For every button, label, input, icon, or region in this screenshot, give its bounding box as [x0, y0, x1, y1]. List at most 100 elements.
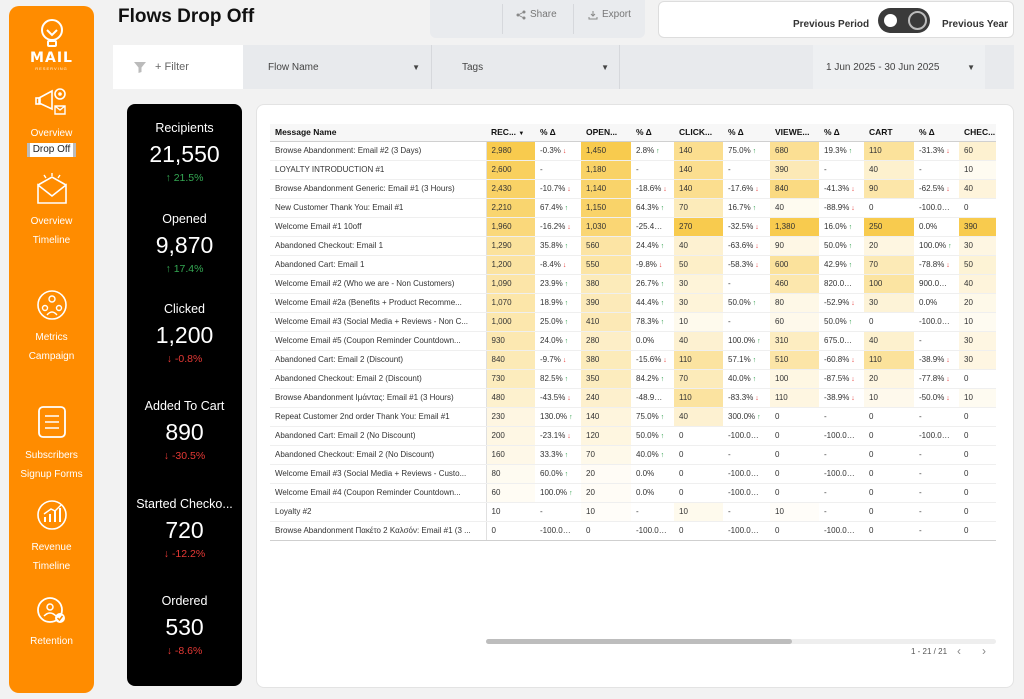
table-row[interactable]: Welcome Email #5 (Coupon Reminder Countd…	[270, 331, 996, 351]
table-row[interactable]: Browse Abandonment Ιμάντας: Email #1 (3 …	[270, 388, 996, 408]
nav-metrics[interactable]: Metrics	[35, 332, 68, 343]
delta-value: 23.9%	[540, 279, 563, 288]
metric-cell: 0	[864, 483, 914, 503]
table-row[interactable]: New Customer Thank You: Email #1 2,210 67.…	[270, 198, 996, 218]
table-row[interactable]: Abandoned Checkout: Email 1 1,290 35.8% ↑ 5…	[270, 236, 996, 256]
arrow-up-icon: ↑	[750, 357, 757, 364]
nav-signup-forms[interactable]: Signup Forms	[20, 469, 83, 480]
tags-dropdown[interactable]: Tags ▼	[432, 45, 619, 89]
export-button[interactable]: Export	[588, 9, 631, 20]
next-page-button[interactable]: ›	[982, 644, 986, 658]
nav-subscribers[interactable]: Subscribers	[25, 450, 78, 461]
flow-name-dropdown[interactable]: Flow Name ▼	[243, 45, 430, 89]
kpi-value: 21,550	[149, 141, 220, 167]
period-toggle[interactable]	[878, 8, 930, 33]
add-filter-button[interactable]: + Filter	[113, 45, 243, 89]
table-row[interactable]: Welcome Email #2 (Who we are - Non Custo…	[270, 274, 996, 294]
delta-value: 40.0%	[636, 450, 659, 459]
col-header-delta[interactable]: % Δ	[631, 124, 674, 142]
delta-cell: 300.0% ↑	[723, 407, 770, 427]
table-row[interactable]: Repeat Customer 2nd order Thank You: Ema…	[270, 407, 996, 427]
nav-revenue-timeline[interactable]: Timeline	[32, 561, 71, 572]
table-row[interactable]: LOYALTY INTRODUCTION #1 2,600-1,180-140-3…	[270, 160, 996, 180]
col-header-delta[interactable]: % Δ	[535, 124, 581, 142]
delta-value: -100.0%...	[728, 469, 765, 478]
table-row[interactable]: Welcome Email #3 (Social Media + Reviews…	[270, 312, 996, 332]
prev-page-button[interactable]: ‹	[957, 644, 961, 658]
metric-cell: 0	[674, 521, 723, 541]
delta-value: 100.0%	[540, 488, 568, 497]
col-header-delta[interactable]: % Δ	[914, 124, 959, 142]
arrow-up-icon: ↑	[846, 243, 853, 250]
delta-value: -10.7%	[540, 184, 566, 193]
metric-cell: 1,290	[486, 236, 535, 256]
arrow-down-icon: ↓	[661, 357, 667, 364]
arrow-up-icon: ↑	[846, 262, 853, 269]
table-row[interactable]: Abandoned Cart: Email 2 (Discount) 840 -9.…	[270, 350, 996, 370]
col-header-opened[interactable]: OPEN...	[581, 124, 631, 142]
table-row[interactable]: Abandoned Checkout: Email 2 (Discount) 73…	[270, 369, 996, 389]
delta-value: -16.2%	[540, 222, 566, 231]
arrow-up-icon: ↑	[658, 414, 665, 421]
flows-table: Message Name REC... ▼ % Δ OPEN... % Δ CL…	[270, 124, 996, 541]
col-header-recipients[interactable]: REC... ▼	[486, 124, 535, 142]
col-header-delta[interactable]: % Δ	[723, 124, 770, 142]
metric-cell: 270	[674, 217, 723, 237]
col-header-cart[interactable]: CART	[864, 124, 914, 142]
delta-cell: -38.9% ↓	[819, 388, 864, 408]
metric-cell: 2,210	[486, 198, 535, 218]
arrow-down-icon: ↓	[764, 433, 770, 440]
list-document-icon	[37, 406, 66, 438]
metric-cell: 0	[770, 521, 819, 541]
share-button[interactable]: Share	[516, 9, 557, 20]
metric-cell: 2,980	[486, 141, 535, 161]
nav-drop-off[interactable]: Drop Off	[26, 143, 77, 157]
table-row[interactable]: Browse Abandonment: Email #2 (3 Days) 2,9…	[270, 141, 996, 161]
nav-campaign[interactable]: Campaign	[28, 351, 75, 362]
message-name-cell: Browse Abandonment Πακέτο 2 Καλσόν: Emai…	[270, 521, 487, 541]
table-row[interactable]: Browse Abandonment Πακέτο 2 Καλσόν: Emai…	[270, 521, 996, 541]
delta-cell: 82.5% ↑	[535, 369, 581, 389]
table-row[interactable]: Welcome Email #1 10off 1,960 -16.2% ↓ 1,030…	[270, 217, 996, 237]
delta-value: -52.9%	[824, 298, 850, 307]
arrow-down-icon: ↓	[944, 395, 950, 402]
arrow-down-icon: ↓	[944, 262, 950, 269]
nav-group-overview: Overview Drop Off	[9, 84, 94, 157]
col-header-delta[interactable]: % Δ	[819, 124, 864, 142]
col-header-message-name[interactable]: Message Name	[270, 124, 486, 142]
col-header-clicked[interactable]: CLICK...	[674, 124, 723, 142]
nav-revenue[interactable]: Revenue	[31, 542, 72, 553]
table-row[interactable]: Browse Abandonment Generic: Email #1 (3 …	[270, 179, 996, 199]
delta-cell: -	[723, 274, 770, 294]
table-row[interactable]: Abandoned Cart: Email 1 1,200 -8.4% ↓ 550 -9…	[270, 255, 996, 275]
metric-cell: 1,030	[581, 217, 631, 237]
delta-value: -	[728, 317, 731, 326]
table-row[interactable]: Welcome Email #4 (Coupon Reminder Countd…	[270, 483, 996, 503]
metric-cell: 460	[770, 274, 819, 294]
table-row[interactable]: Loyalty #2 10-10-10-10-0-0	[270, 502, 996, 522]
metric-cell: 30	[674, 293, 723, 313]
nav-retention[interactable]: Retention	[30, 636, 73, 647]
nav-overview-1[interactable]: Overview	[30, 128, 73, 139]
divider	[502, 4, 503, 34]
col-header-checkout[interactable]: CHEC...	[959, 124, 996, 142]
delta-value: 300.0%	[728, 412, 756, 421]
col-header-viewed[interactable]: VIEWE...	[770, 124, 819, 142]
table-row[interactable]: Welcome Email #3 (Social Media + Reviews…	[270, 464, 996, 484]
table-row[interactable]: Welcome Email #2a (Benefits + Product Re…	[270, 293, 996, 313]
metric-cell: 40	[674, 407, 723, 427]
nav-timeline[interactable]: Timeline	[32, 235, 71, 246]
message-name-cell: Welcome Email #3 (Social Media + Reviews…	[270, 464, 487, 484]
nav-overview-2[interactable]: Overview	[30, 216, 73, 227]
delta-value: -	[728, 450, 731, 459]
arrow-up-icon: ↑	[165, 172, 174, 184]
delta-value: 67.4%	[540, 203, 563, 212]
delta-cell: 42.9% ↑	[819, 255, 864, 275]
metric-cell: 20	[864, 236, 914, 256]
table-row[interactable]: Abandoned Checkout: Email 2 (No Discount…	[270, 445, 996, 465]
scrollbar-thumb[interactable]	[486, 639, 792, 644]
metric-cell: 10	[959, 388, 996, 408]
table-row[interactable]: Abandoned Cart: Email 2 (No Discount) 200…	[270, 426, 996, 446]
date-range-dropdown[interactable]: 1 Jun 2025 - 30 Jun 2025 ▼	[813, 45, 985, 89]
horizontal-scrollbar[interactable]	[486, 639, 996, 644]
